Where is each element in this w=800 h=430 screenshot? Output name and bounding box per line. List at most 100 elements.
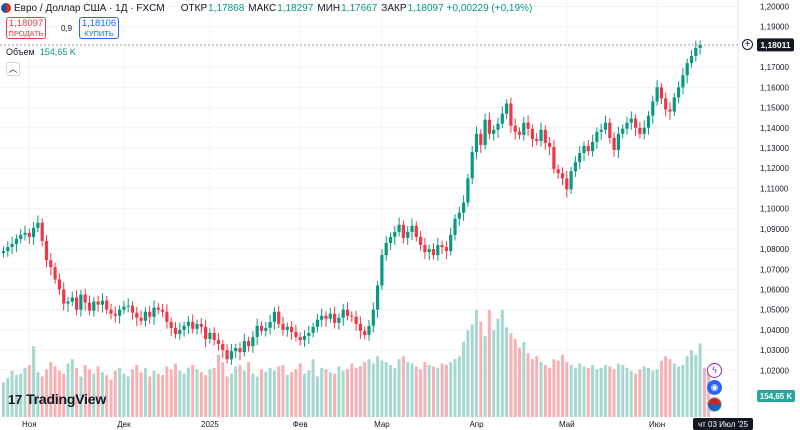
candle-body xyxy=(556,169,560,174)
candle-body xyxy=(681,75,685,88)
price-tick-label: 1,02000 xyxy=(760,366,789,375)
volume-bar xyxy=(685,356,689,417)
candle-body xyxy=(513,125,517,132)
price-tick-label: 1,15000 xyxy=(760,104,789,113)
price-candles xyxy=(1,40,702,365)
volume-bar xyxy=(599,367,603,417)
price-tick-label: 1,06000 xyxy=(760,285,789,294)
volume-bar xyxy=(393,367,397,417)
volume-bar xyxy=(135,364,139,417)
volume-bar xyxy=(139,372,143,417)
volume-bar xyxy=(217,354,220,417)
candle-body xyxy=(487,119,491,134)
candle-body xyxy=(560,173,565,179)
candle-body xyxy=(517,131,522,135)
high-value: 1,18297 xyxy=(277,2,314,14)
sell-button[interactable]: 1,18097 ПРОДАТЬ xyxy=(6,17,46,39)
candle-body xyxy=(285,326,289,330)
candle-body xyxy=(178,329,182,334)
price-tick-label: 1,13000 xyxy=(760,144,789,153)
volume-bar xyxy=(410,363,414,417)
candle-body xyxy=(535,138,539,141)
volume-bar xyxy=(165,366,169,417)
volume-bar xyxy=(518,347,521,417)
volume-bar xyxy=(268,367,272,417)
candle-body xyxy=(118,309,122,316)
candle-body xyxy=(152,307,156,317)
buy-button[interactable]: 1,18106 КУПИТЬ xyxy=(79,17,119,39)
candle-body xyxy=(479,133,483,145)
price-tick-label: 1,07000 xyxy=(760,265,789,274)
globe-icon[interactable]: ◉ xyxy=(707,380,722,395)
symbol-flag-icon[interactable] xyxy=(1,3,11,13)
candle-body xyxy=(156,307,160,310)
tradingview-logo[interactable]: 17 TradingView xyxy=(8,391,106,407)
candle-body xyxy=(685,63,689,76)
time-axis[interactable]: Ноя Дек 2025 Фев Мар Апр Май Июн xyxy=(22,420,665,429)
volume-bar xyxy=(161,375,165,417)
candle-body xyxy=(337,317,341,323)
volume-bar xyxy=(298,363,302,417)
candle-body xyxy=(629,118,633,123)
candle-body xyxy=(462,202,466,213)
candle-body xyxy=(191,321,195,329)
candle-body xyxy=(57,279,61,290)
candle-body xyxy=(419,236,423,246)
candle-body xyxy=(204,326,208,339)
low-value: 1,17667 xyxy=(341,2,378,14)
volume-bar xyxy=(419,369,423,417)
volume-bar xyxy=(354,367,358,417)
volume-bar xyxy=(277,366,281,417)
candle-body xyxy=(216,340,221,345)
volume-legend-value: 154,65 K xyxy=(39,47,76,57)
candle-body xyxy=(66,301,70,304)
grid-lines xyxy=(0,0,738,418)
open-label: ОТКР xyxy=(180,2,208,14)
candle-body xyxy=(509,103,513,126)
candle-body xyxy=(371,309,375,326)
candle-body xyxy=(281,323,285,330)
candle-body xyxy=(698,44,702,48)
candle-body xyxy=(62,289,66,304)
volume-bar xyxy=(234,366,238,417)
candle-body xyxy=(646,115,651,128)
last-price-badge xyxy=(757,38,794,52)
symbol-title[interactable]: Евро / Доллар США · 1Д · FXCM xyxy=(14,2,165,14)
flag-icon[interactable] xyxy=(707,397,722,412)
candle-body xyxy=(165,311,169,322)
spread-value: 0,9 xyxy=(61,24,73,33)
volume-bar xyxy=(591,364,595,417)
price-tick-label: 1,16000 xyxy=(760,83,789,92)
volume-bar xyxy=(40,376,44,417)
candle-body xyxy=(341,309,345,318)
close-label: ЗАКР xyxy=(381,2,407,14)
price-axis[interactable]: 1,200001,190001,180001,170001,160001,150… xyxy=(760,3,789,376)
volume-bar xyxy=(126,376,130,417)
time-tick-label: Июн xyxy=(649,420,665,429)
candle-body xyxy=(139,317,143,321)
volume-bar xyxy=(341,370,345,417)
candle-body xyxy=(526,122,530,129)
candle-body xyxy=(148,311,152,317)
candle-body xyxy=(612,137,616,151)
add-plus-icon[interactable]: + xyxy=(742,39,753,50)
volume-bar xyxy=(552,359,556,417)
volume-bar xyxy=(113,370,117,417)
volume-bar xyxy=(621,364,625,417)
candle-body xyxy=(358,323,362,331)
volume-bar xyxy=(169,369,173,417)
volume-legend[interactable]: Объем 154,65 K xyxy=(6,47,76,57)
lightning-icon[interactable]: ϟ xyxy=(707,363,722,378)
volume-bar xyxy=(694,354,698,417)
volume-bar xyxy=(247,362,251,417)
volume-bar xyxy=(457,356,461,417)
collapse-chevron-icon[interactable]: ︿ xyxy=(6,62,20,76)
candle-body xyxy=(689,56,694,64)
candle-body xyxy=(500,113,504,124)
price-tick-label: 1,05000 xyxy=(760,306,789,315)
candle-body xyxy=(440,245,444,248)
candle-body xyxy=(496,123,500,130)
candle-body xyxy=(169,321,173,328)
volume-bar xyxy=(118,367,122,417)
